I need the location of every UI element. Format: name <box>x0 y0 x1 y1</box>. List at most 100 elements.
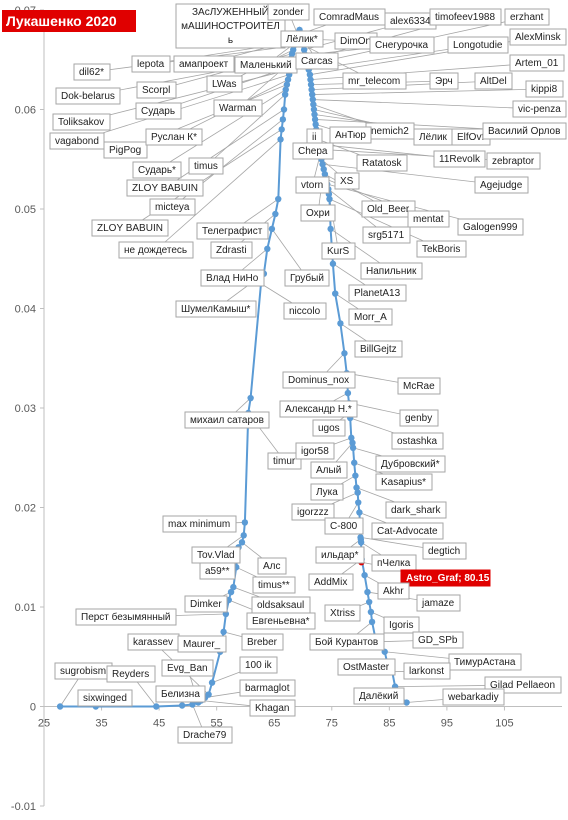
data-label-box <box>191 546 241 564</box>
data-label: Белизна <box>161 689 200 700</box>
leader-line <box>156 89 286 171</box>
data-label: TekBoris <box>422 244 460 255</box>
data-label-box <box>362 226 411 244</box>
data-label: Сударь <box>141 106 175 117</box>
y-tick-label: -0.01 <box>11 801 36 813</box>
data-label-box <box>49 132 105 150</box>
leader-line <box>312 99 540 110</box>
data-label-box <box>399 409 439 427</box>
data-label-box <box>360 262 423 280</box>
data-label: erzhant <box>510 12 544 23</box>
data-label: Руслан К* <box>151 132 197 143</box>
y-tick-label: 0.06 <box>15 105 36 117</box>
data-label-box <box>377 582 410 600</box>
data-label: ZLOY BABUIN <box>132 183 198 194</box>
data-label: Напильник <box>366 266 417 277</box>
data-point <box>264 245 271 252</box>
data-label-box <box>486 152 541 170</box>
data-label: mentat <box>413 214 444 225</box>
data-label-box <box>403 662 451 680</box>
data-label: Грубый <box>290 272 324 284</box>
data-label-box <box>310 461 348 479</box>
data-point <box>268 225 276 233</box>
data-point <box>238 539 246 546</box>
x-tick-label: 85 <box>383 718 395 730</box>
data-label-box <box>292 142 334 160</box>
data-label: ТимурАстана <box>454 657 516 668</box>
data-label: OstMaster <box>343 662 390 673</box>
data-point <box>311 111 318 118</box>
data-label-box <box>397 377 441 395</box>
data-label: timus** <box>258 580 290 591</box>
data-point <box>311 116 319 123</box>
data-label-box <box>282 371 356 389</box>
data-label: Александр Н.* <box>285 404 352 415</box>
data-label: oldsaksaul <box>257 600 304 611</box>
data-label-box <box>448 653 522 671</box>
data-point <box>351 459 358 466</box>
data-label-box <box>407 210 450 228</box>
data-label-box <box>354 340 403 358</box>
y-tick-label: 0 <box>30 702 36 714</box>
data-point <box>220 628 227 636</box>
data-label-box <box>267 452 302 470</box>
data-label: AltDel <box>480 76 507 87</box>
data-label-box <box>55 87 121 105</box>
data-label: timus <box>194 161 218 172</box>
data-label-box <box>416 594 461 612</box>
data-label: LWas <box>212 79 236 90</box>
data-label: Carcas <box>301 56 333 67</box>
data-point <box>307 76 314 83</box>
data-label: пЧелка <box>377 558 411 569</box>
data-label: niccolo <box>289 306 321 317</box>
data-label: zonder <box>273 7 304 18</box>
data-label-box <box>184 411 270 429</box>
data-point <box>403 699 410 706</box>
data-point <box>344 389 352 397</box>
data-point <box>361 571 368 579</box>
data-label-box <box>75 608 177 626</box>
data-label: ComradMaus <box>319 12 379 23</box>
data-label-box <box>474 176 529 194</box>
data-label: Morr_A <box>354 312 387 323</box>
data-label: михаил сатаров <box>190 415 264 426</box>
data-label: Agejudge <box>480 180 523 191</box>
data-label: Longotudie <box>453 40 503 51</box>
data-label: Эрч <box>435 76 453 87</box>
axes: 25 35 45 55 65 75 85 95 105-0.0100.010.020.030.0… <box>11 5 562 813</box>
title-background <box>2 10 136 32</box>
data-label: dil62* <box>79 67 104 78</box>
data-label: karassev <box>133 637 173 648</box>
data-label-box <box>206 75 243 93</box>
data-label: Maurer_ <box>183 639 221 650</box>
data-point <box>208 679 216 686</box>
data-label-box <box>106 665 156 683</box>
data-point <box>283 81 291 88</box>
data-point <box>178 702 186 709</box>
data-label: Chepa <box>298 146 328 157</box>
data-label-box <box>315 546 365 564</box>
data-label-box <box>210 241 253 259</box>
x-tick-label: 35 <box>95 718 107 730</box>
data-label: igorzzz <box>297 507 329 518</box>
data-label-box <box>348 284 407 302</box>
highlight-label: Astro_Graf; 80.15 <box>406 573 490 584</box>
data-label: Warman <box>219 103 256 114</box>
data-label: KurS <box>327 246 350 257</box>
data-label-box <box>324 517 364 535</box>
data-label: igor58 <box>301 446 329 457</box>
data-point <box>319 161 326 168</box>
data-label: амапроект <box>179 59 229 70</box>
data-label-box <box>257 557 287 575</box>
y-tick-label: 0.02 <box>15 503 36 515</box>
data-label: ElfOvf <box>457 132 484 143</box>
data-label: kippi8 <box>531 84 558 95</box>
data-point <box>348 434 355 442</box>
data-point <box>189 701 196 708</box>
y-tick-label: 0.03 <box>15 403 36 415</box>
data-label: Дубровский* <box>381 458 440 470</box>
data-label: sixwinged <box>83 693 127 704</box>
data-label: 100 ik <box>245 660 273 671</box>
data-label-box <box>482 122 567 140</box>
data-label: larkonst <box>409 666 444 677</box>
